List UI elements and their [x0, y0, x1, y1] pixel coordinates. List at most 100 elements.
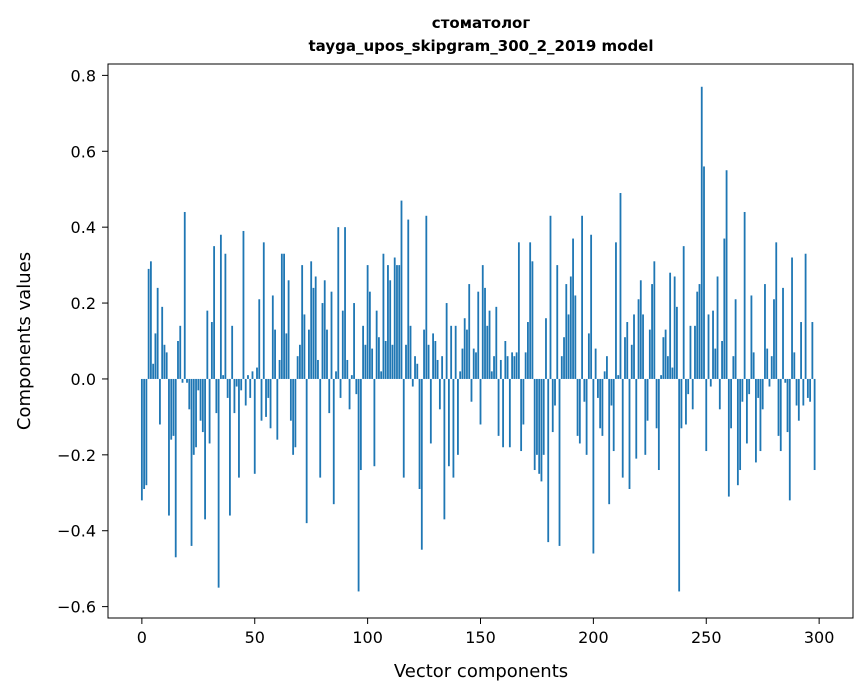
- bar-50: [253, 378, 256, 474]
- bar-28: [204, 378, 206, 520]
- bar-231: [662, 337, 665, 379]
- bar-211: [617, 375, 620, 379]
- bar-213: [621, 378, 624, 478]
- bar-282: [777, 378, 780, 436]
- bar-232: [664, 329, 667, 379]
- bar-226: [651, 284, 653, 379]
- bar-187: [563, 337, 565, 379]
- bar-4: [149, 261, 152, 379]
- bar-229: [657, 378, 660, 471]
- bar-274: [759, 378, 762, 452]
- bar-104: [375, 310, 378, 379]
- bar-212: [619, 193, 622, 379]
- y-axis-label: Components values: [14, 252, 35, 430]
- bar-62: [280, 253, 283, 379]
- bar-67: [292, 378, 295, 455]
- bar-205: [603, 371, 606, 379]
- bar-51: [256, 367, 258, 379]
- bar-169: [522, 378, 525, 425]
- bar-137: [450, 325, 453, 379]
- bar-295: [806, 378, 809, 398]
- bar-238: [678, 378, 681, 592]
- bar-289: [793, 352, 796, 379]
- bar-20: [186, 378, 188, 383]
- bar-160: [502, 378, 504, 448]
- bar-184: [556, 265, 559, 379]
- bar-24: [195, 378, 197, 448]
- bar-59: [274, 329, 276, 379]
- bar-167: [517, 242, 520, 379]
- bar-81: [323, 280, 326, 379]
- x-tick-label: 300: [804, 628, 835, 647]
- bar-98: [362, 325, 365, 379]
- bar-203: [599, 378, 602, 429]
- bar-30: [208, 378, 211, 444]
- bar-189: [567, 314, 570, 379]
- bar-38: [226, 378, 229, 398]
- bar-27: [201, 378, 204, 433]
- bar-53: [260, 378, 263, 421]
- bar-250: [705, 378, 708, 452]
- bar-126: [425, 215, 428, 379]
- bar-22: [190, 378, 193, 546]
- bar-271: [752, 352, 755, 379]
- y-tick-label: 0.4: [71, 218, 96, 237]
- bar-257: [721, 341, 723, 379]
- bars-group: [140, 86, 816, 592]
- bar-288: [791, 257, 793, 379]
- bar-190: [569, 276, 572, 379]
- bar-164: [511, 352, 514, 379]
- y-tick-label: 0.8: [71, 66, 96, 85]
- bar-183: [554, 378, 556, 406]
- bar-124: [420, 378, 423, 550]
- bar-112: [393, 257, 396, 379]
- bar-297: [811, 322, 814, 379]
- bar-95: [355, 378, 358, 395]
- bar-290: [795, 378, 798, 406]
- bar-25: [197, 378, 200, 391]
- bar-87: [337, 227, 340, 379]
- bar-194: [578, 378, 581, 444]
- bar-240: [682, 246, 685, 379]
- bar-10: [163, 344, 166, 379]
- bar-199: [590, 234, 593, 379]
- bar-222: [642, 314, 644, 379]
- bar-155: [490, 371, 493, 379]
- bar-201: [594, 348, 597, 379]
- bar-109: [387, 265, 389, 379]
- bar-70: [298, 344, 301, 379]
- bar-130: [434, 341, 437, 379]
- bar-18: [181, 378, 184, 383]
- bar-176: [538, 378, 541, 474]
- bar-71: [301, 265, 304, 379]
- bar-233: [666, 356, 669, 379]
- bar-173: [531, 261, 534, 379]
- bar-158: [497, 378, 500, 436]
- bar-33: [215, 378, 218, 414]
- bar-143: [463, 318, 466, 379]
- bar-29: [206, 310, 209, 379]
- bar-120: [411, 378, 414, 387]
- bar-129: [432, 333, 434, 379]
- bar-168: [520, 378, 523, 452]
- bar-221: [639, 280, 642, 379]
- bar-68: [294, 378, 297, 448]
- bar-66: [289, 378, 292, 421]
- bar-92: [348, 378, 351, 410]
- bar-244: [691, 378, 694, 410]
- bar-106: [380, 371, 383, 379]
- bar-47: [247, 375, 249, 379]
- bar-209: [612, 378, 615, 452]
- bar-36: [222, 375, 225, 379]
- bar-247: [698, 284, 701, 379]
- bar-133: [441, 356, 444, 379]
- bar-207: [608, 378, 611, 505]
- bar-26: [199, 378, 202, 421]
- bar-253: [712, 310, 714, 379]
- y-ticks: −0.6 −0.4 −0.2 0.0 0.2 0.4 0.6 0.8: [57, 66, 108, 617]
- bar-12: [168, 378, 170, 516]
- bar-270: [750, 295, 753, 379]
- bar-255: [716, 276, 719, 379]
- bar-15: [174, 378, 177, 558]
- bar-138: [452, 378, 455, 478]
